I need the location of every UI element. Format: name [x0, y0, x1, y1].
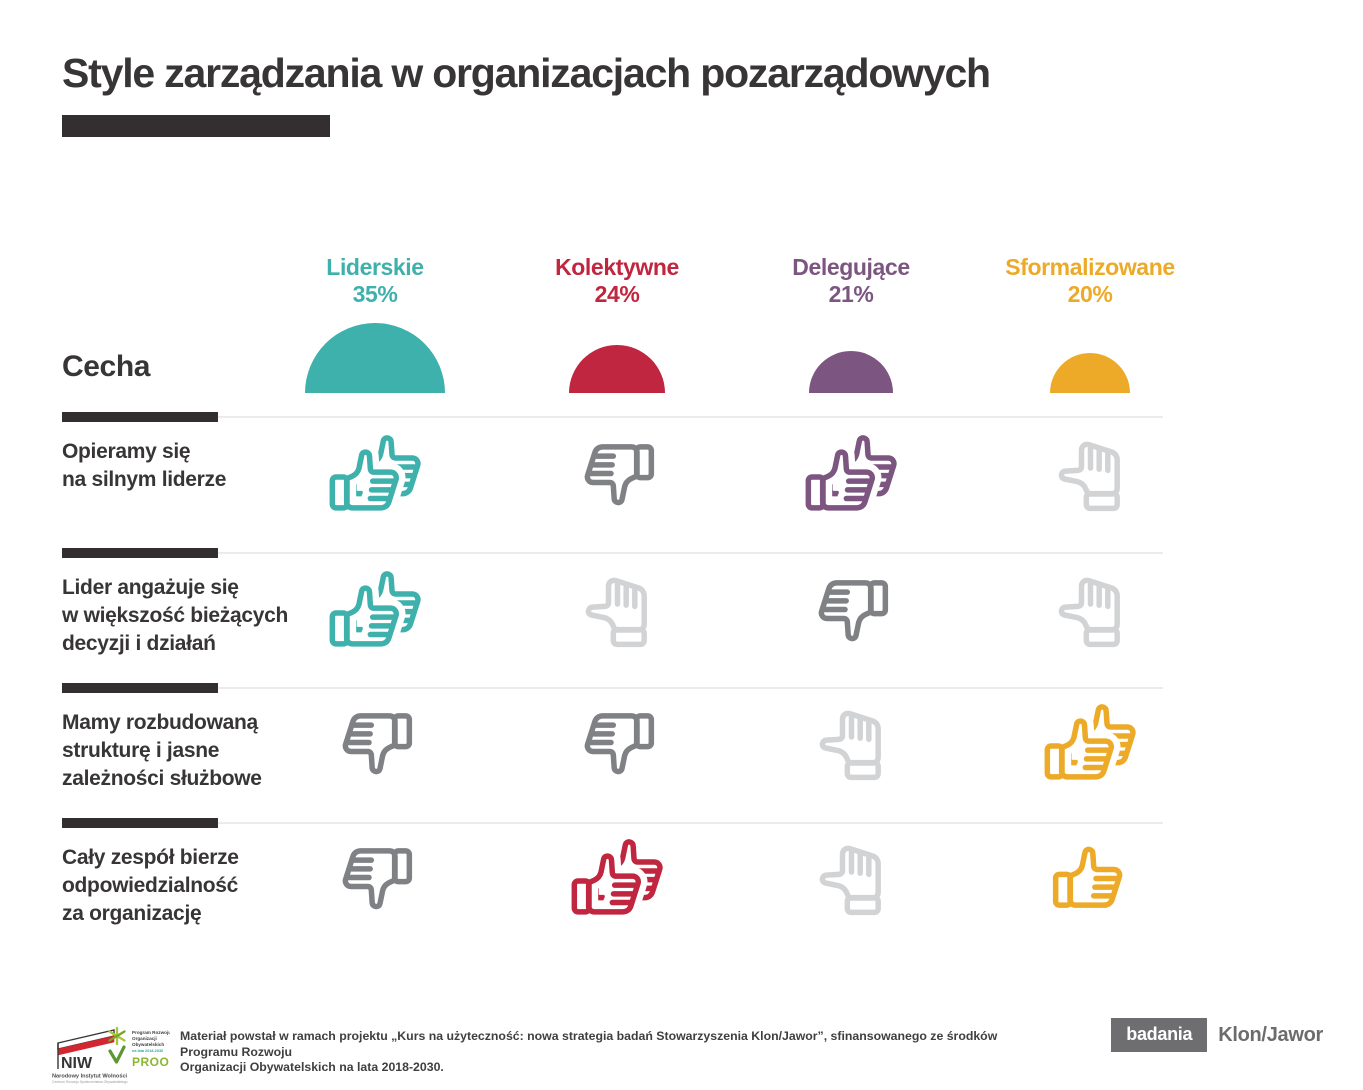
thumbs-up-double-icon: [331, 573, 419, 645]
thumbs-down-icon: [820, 581, 887, 640]
column-percentage: 21%: [828, 281, 874, 307]
svg-text:na lata 2018-2030: na lata 2018-2030: [132, 1049, 163, 1053]
row-divider-line: [218, 822, 1163, 824]
column-name: Kolektywne: [555, 254, 679, 280]
thumbs-down-icon: [344, 849, 411, 908]
semicircle-2: [569, 345, 665, 393]
thumb-neutral-icon: [587, 579, 646, 646]
row-label: Mamy rozbudowaną strukturę i jasne zależ…: [62, 711, 262, 790]
row-label: Opieramy się na silnym liderze: [62, 440, 227, 491]
niw-logo: NIW Narodowy Instytut Wolności Centrum R…: [52, 1029, 128, 1084]
proo-star-icon: [108, 1026, 126, 1046]
thumbs-up-icon: [1054, 848, 1121, 907]
thumb-neutral-icon: [1060, 443, 1118, 510]
column-percentage: 20%: [1067, 281, 1113, 307]
niw-logo-caption: Narodowy Instytut Wolności: [52, 1074, 128, 1080]
row-divider-line: [218, 416, 1163, 418]
brand-group: badania Klon/Jawor: [1111, 1018, 1323, 1052]
title-underline-bar: [62, 115, 330, 137]
thumb-neutral-icon: [1060, 579, 1118, 646]
column-header-2: Kolektywne 24%: [502, 254, 732, 308]
svg-text:Program Rozwoju: Program Rozwoju: [132, 1030, 170, 1035]
thumbs-up-double-icon: [807, 437, 895, 509]
row-divider-line: [218, 687, 1163, 689]
column-header-4: Sformalizowane 20%: [975, 254, 1205, 308]
proo-logo: Program Rozwoju Organizacji Obywatelskic…: [108, 1026, 170, 1069]
thumb-neutral-icon: [821, 847, 880, 914]
thumbs-down-icon: [586, 714, 653, 773]
thumb-neutral-icon: [821, 712, 880, 779]
niw-logo-subcaption: Centrum Rozwoju Społeczeństwa Obywatelsk…: [52, 1080, 128, 1084]
thumbs-up-double-icon: [1046, 706, 1134, 778]
column-name: Liderskie: [326, 254, 424, 280]
svg-text:Obywatelskich: Obywatelskich: [132, 1042, 164, 1047]
row-divider-line: [218, 552, 1163, 554]
semicircle-4: [1050, 353, 1130, 393]
row-divider-accent: [62, 683, 218, 693]
thumbs-down-icon: [586, 446, 653, 504]
thumbs-down-icon: [344, 714, 411, 773]
row-divider-accent: [62, 412, 218, 422]
credit-text: Materiał powstał w ramach projektu „Kurs…: [180, 1029, 998, 1075]
column-percentage: 35%: [352, 281, 398, 307]
niw-logo-text: NIW: [61, 1055, 93, 1072]
column-header-1: Liderskie 35%: [260, 254, 490, 308]
row-divider-accent: [62, 818, 218, 828]
row-header-label: Cecha: [62, 350, 151, 383]
badania-badge: badania: [1111, 1018, 1208, 1052]
semicircle-1: [305, 323, 445, 393]
row-divider-accent: [62, 548, 218, 558]
thumbs-up-double-icon: [331, 437, 419, 509]
proo-check-icon: [108, 1045, 126, 1064]
row-label: Cały zespół bierze odpowiedzialność za o…: [62, 846, 239, 925]
svg-text:Organizacji: Organizacji: [132, 1036, 157, 1041]
column-percentage: 24%: [594, 281, 640, 307]
row-label: Lider angażuje się w większość bieżących…: [62, 576, 288, 655]
column-name: Delegujące: [792, 254, 910, 280]
thumbs-up-double-icon: [573, 841, 661, 913]
column-name: Sformalizowane: [1005, 254, 1175, 280]
column-header-3: Delegujące 21%: [736, 254, 966, 308]
proo-logo-text: PROO: [132, 1055, 169, 1069]
semicircle-3: [809, 351, 893, 393]
klon-jawor-brand: Klon/Jawor: [1218, 1023, 1323, 1046]
footer: NIW Narodowy Instytut Wolności Centrum R…: [0, 1015, 1363, 1090]
page-title: Style zarządzania w organizacjach pozarz…: [62, 50, 991, 96]
